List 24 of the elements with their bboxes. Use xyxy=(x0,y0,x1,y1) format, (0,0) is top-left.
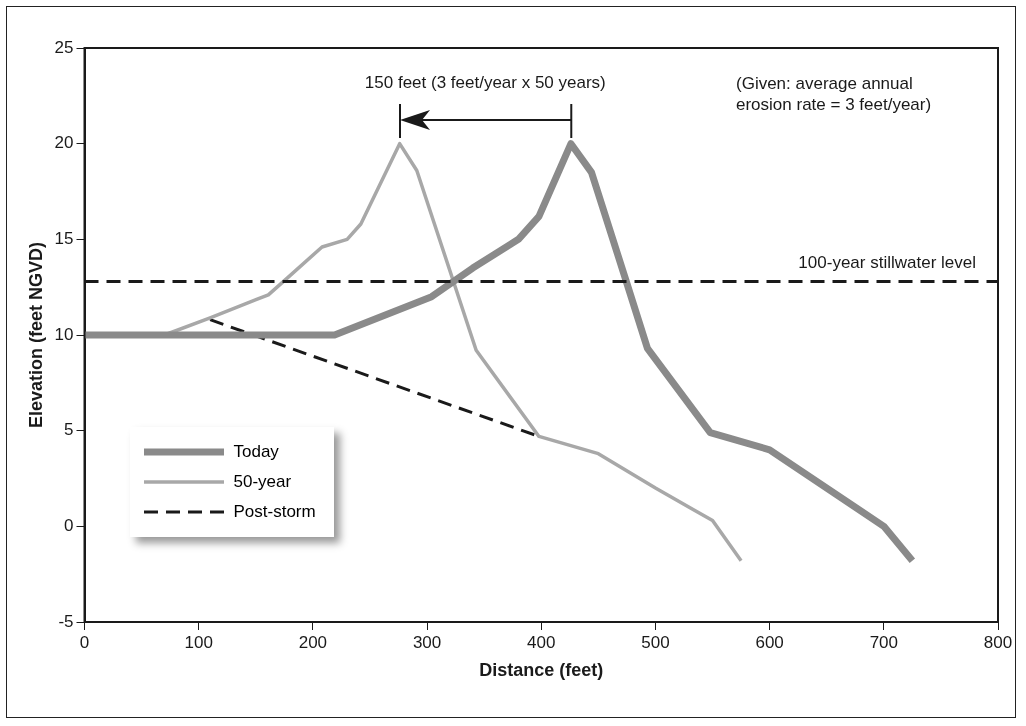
legend-label: Post-storm xyxy=(233,502,316,522)
y-tick-label: 15 xyxy=(54,229,74,249)
annotation: (Given: average annual erosion rate = 3 feet/year) xyxy=(736,74,932,115)
x-axis-title: Distance (feet) xyxy=(479,660,604,681)
x-tick-label: 100 xyxy=(184,632,213,652)
x-tick-label: 700 xyxy=(869,632,898,652)
x-tick-label: 500 xyxy=(641,632,670,652)
y-tick-label: 0 xyxy=(64,516,74,536)
y-tick-label: 5 xyxy=(64,420,74,440)
x-tick-label: 0 xyxy=(79,632,90,652)
y-axis-title: Elevation (feet NGVD) xyxy=(25,241,46,429)
annotation: 150 feet (3 feet/year x 50 years) xyxy=(364,72,606,92)
x-tick-label: 800 xyxy=(983,632,1013,652)
y-tick-label: -5 xyxy=(58,611,74,631)
legend-label: Today xyxy=(233,442,279,462)
y-tick-label: 20 xyxy=(54,133,74,153)
ref-line-label: 100-year stillwater level xyxy=(798,252,976,272)
x-tick-label: 400 xyxy=(527,632,556,652)
x-tick-label: 300 xyxy=(412,632,442,652)
y-tick-label: 25 xyxy=(54,37,74,57)
legend-label: 50-year xyxy=(233,472,292,492)
x-tick-label: 200 xyxy=(298,632,328,652)
y-tick-label: 10 xyxy=(54,324,74,344)
x-tick-label: 600 xyxy=(755,632,784,652)
